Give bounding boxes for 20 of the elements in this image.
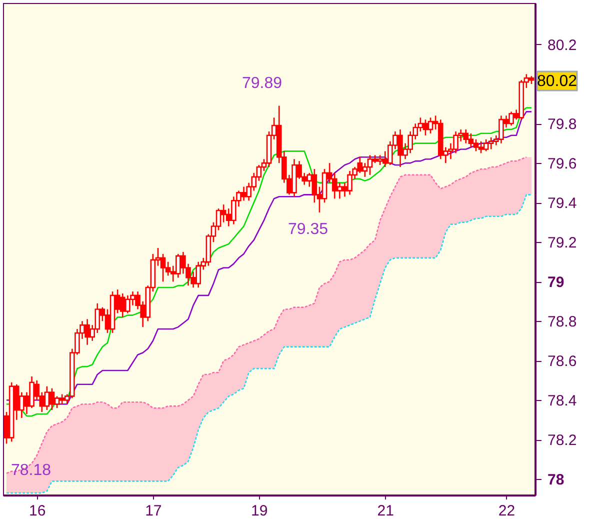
x-tick-label: 22 <box>498 502 516 519</box>
x-tick-label: 17 <box>145 502 162 519</box>
annotation: 79.35 <box>288 221 328 238</box>
annotation: 78.18 <box>10 462 52 479</box>
x-tick-label: 19 <box>251 502 268 519</box>
y-tick-label: 79 <box>548 274 564 292</box>
x-tick-label: 21 <box>377 502 394 519</box>
y-tick-label: 78.4 <box>548 392 577 410</box>
x-tick-label: 16 <box>28 502 46 519</box>
y-tick-label: 78 <box>548 472 564 489</box>
y-tick-label: 79.6 <box>548 156 577 173</box>
y-tick-label: 79.2 <box>548 234 577 252</box>
y-tick-label: 78.2 <box>548 432 577 450</box>
annotation: 79.89 <box>242 75 282 92</box>
y-tick-label: 78.6 <box>548 353 577 370</box>
y-tick-label: 79.8 <box>548 116 577 134</box>
y-tick-label: 79.4 <box>548 195 577 212</box>
text: 80.02 <box>536 73 578 90</box>
y-tick-label: 78.8 <box>548 314 577 331</box>
y-tick-label: 80.2 <box>548 36 577 54</box>
